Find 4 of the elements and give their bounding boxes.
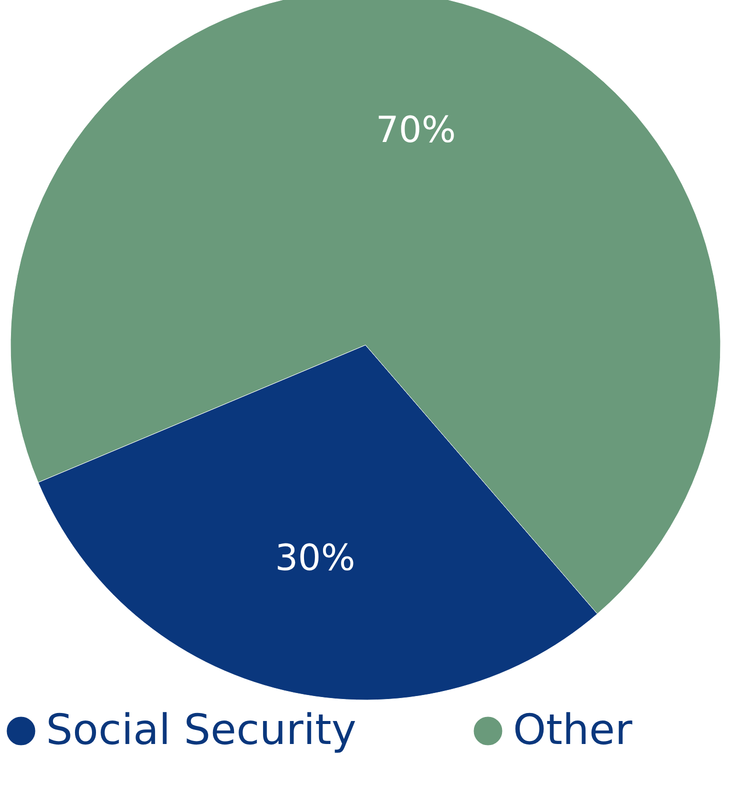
data-label: 30% [275,538,356,580]
legend-label: Social Security [46,705,356,754]
data-label: 70% [376,110,456,151]
legend-label: Other [513,705,633,754]
